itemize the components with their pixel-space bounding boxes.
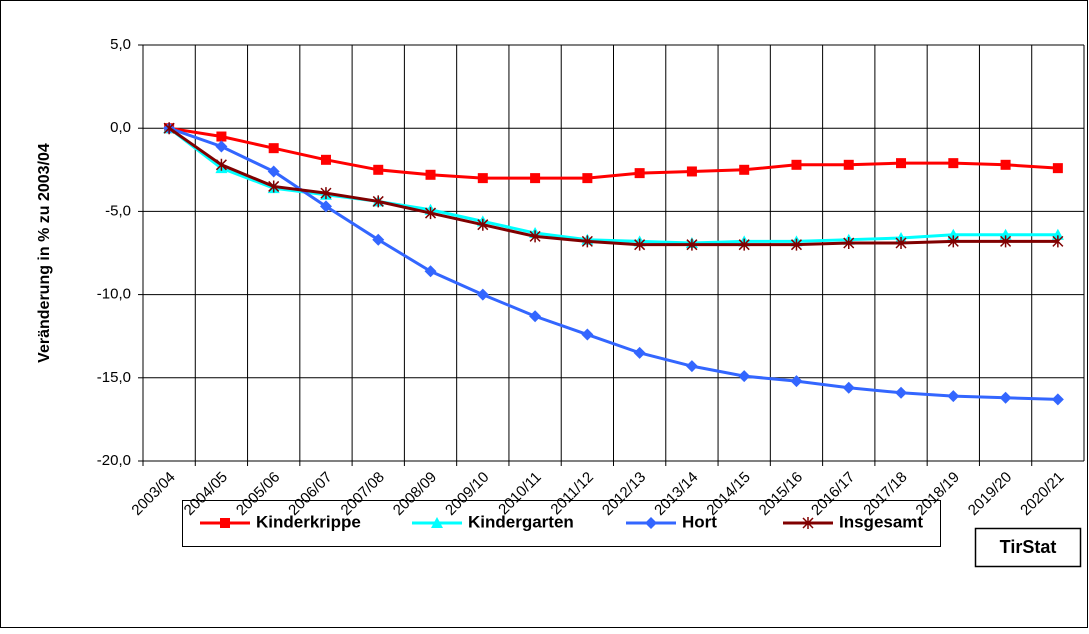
y-tick-label: 0,0 bbox=[110, 119, 131, 136]
legend-marker bbox=[431, 517, 443, 528]
marker bbox=[476, 288, 489, 301]
marker bbox=[477, 218, 489, 231]
marker bbox=[790, 238, 803, 251]
marker bbox=[267, 165, 280, 178]
marker bbox=[947, 235, 959, 248]
marker bbox=[895, 237, 907, 250]
y-tick-label: -15,0 bbox=[97, 369, 131, 386]
marker bbox=[320, 154, 331, 165]
marker bbox=[529, 310, 542, 323]
marker bbox=[372, 233, 385, 246]
marker bbox=[686, 166, 697, 177]
marker bbox=[790, 375, 803, 388]
marker bbox=[1052, 163, 1063, 174]
marker bbox=[791, 159, 802, 170]
marker bbox=[582, 173, 593, 184]
marker bbox=[896, 158, 907, 169]
marker bbox=[634, 238, 646, 251]
marker bbox=[320, 187, 332, 200]
marker bbox=[634, 168, 645, 179]
legend-label: Insgesamt bbox=[839, 512, 923, 531]
marker bbox=[424, 207, 437, 220]
marker bbox=[947, 390, 960, 403]
legend-marker bbox=[645, 517, 657, 529]
source: TirStat bbox=[1000, 537, 1057, 557]
marker bbox=[163, 122, 175, 135]
y-tick-label: 5,0 bbox=[110, 36, 131, 53]
legend-label: Kindergarten bbox=[468, 512, 574, 531]
marker bbox=[268, 143, 279, 154]
marker bbox=[424, 265, 437, 278]
marker bbox=[895, 386, 908, 399]
marker bbox=[529, 230, 541, 243]
marker bbox=[373, 164, 384, 175]
legend-marker bbox=[802, 517, 814, 529]
series-line bbox=[168, 126, 1058, 180]
series-line bbox=[168, 126, 1058, 247]
marker bbox=[947, 228, 960, 240]
marker bbox=[1000, 235, 1012, 248]
legend-marker bbox=[220, 518, 230, 528]
marker bbox=[425, 169, 436, 180]
y-tick-label: -10,0 bbox=[97, 286, 131, 303]
marker bbox=[581, 328, 594, 341]
marker bbox=[738, 238, 750, 251]
marker bbox=[530, 173, 541, 184]
y-tick-label: -5,0 bbox=[105, 202, 131, 219]
marker bbox=[215, 140, 228, 153]
marker bbox=[999, 228, 1012, 240]
y-tick-label: -20,0 bbox=[97, 452, 131, 469]
marker bbox=[1051, 228, 1064, 240]
marker bbox=[948, 158, 959, 169]
marker bbox=[372, 195, 384, 208]
legend-label: Kinderkrippe bbox=[256, 512, 361, 531]
marker bbox=[216, 131, 227, 142]
marker bbox=[739, 164, 750, 175]
legend-label: Hort bbox=[682, 512, 717, 531]
series-line bbox=[168, 127, 1058, 245]
marker bbox=[685, 360, 698, 373]
marker bbox=[477, 173, 488, 184]
marker bbox=[1052, 235, 1064, 248]
marker bbox=[215, 158, 227, 171]
marker bbox=[843, 159, 854, 170]
marker bbox=[581, 235, 593, 248]
marker bbox=[1051, 393, 1064, 406]
marker bbox=[268, 180, 280, 193]
source-box bbox=[974, 527, 1082, 568]
marker bbox=[843, 237, 855, 250]
marker bbox=[319, 200, 332, 213]
marker bbox=[1000, 159, 1011, 170]
marker bbox=[738, 370, 751, 383]
marker bbox=[633, 346, 646, 359]
marker bbox=[999, 391, 1012, 404]
y-axis-label: Veränderung in % zu 2003/04 bbox=[36, 143, 53, 363]
marker bbox=[842, 381, 855, 394]
series-line bbox=[168, 126, 1058, 401]
marker bbox=[686, 238, 698, 251]
